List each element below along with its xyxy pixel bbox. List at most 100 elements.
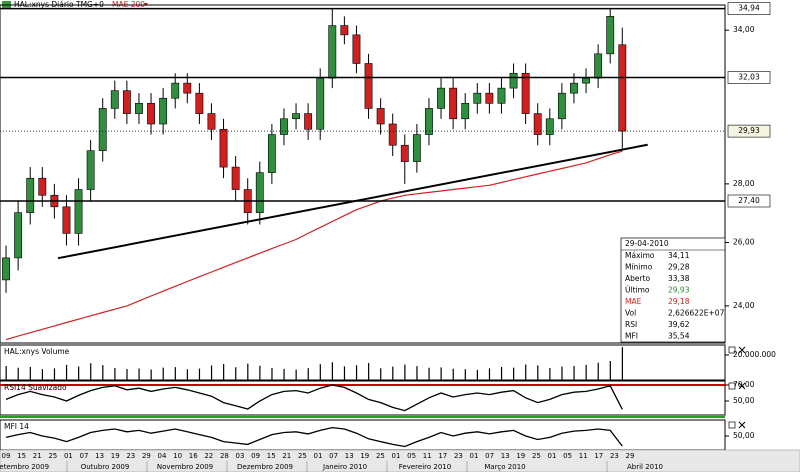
volume-bar — [283, 368, 285, 380]
panel-frame — [0, 344, 726, 381]
x-day-label: 21 — [282, 452, 291, 460]
volume-bar — [102, 365, 104, 380]
candle-body — [582, 77, 590, 84]
indicator-line — [5, 384, 623, 412]
level-label: 27,40 — [738, 196, 760, 205]
volume-bar — [392, 366, 394, 380]
x-day-label: 25 — [532, 452, 541, 460]
candle-body — [545, 118, 554, 135]
close-button[interactable] — [738, 382, 746, 390]
level-label-box — [727, 124, 771, 138]
panel-title: RSI14 Suavizado — [4, 383, 67, 392]
y-tick-label: 24,00 — [733, 301, 755, 310]
volume-bar — [5, 366, 7, 380]
maximize-button[interactable] — [728, 421, 736, 429]
candle-body — [207, 113, 216, 130]
y-tick-label: 34,00 — [733, 25, 755, 34]
candle-body — [376, 108, 385, 125]
x-month-label: Março 2010 — [484, 463, 525, 471]
x-day-label: 17 — [438, 452, 447, 460]
info-label: Vol — [625, 309, 636, 318]
x-day-label: 05 — [563, 452, 572, 460]
candle-body — [255, 172, 264, 213]
candle-body — [38, 177, 47, 196]
candle-body — [509, 72, 518, 89]
moving-average-line — [5, 150, 623, 341]
x-month-label: Dezembro 2009 — [237, 463, 293, 471]
volume-bar — [513, 367, 515, 380]
x-month-label: Setembro 2009 — [0, 463, 49, 471]
x-day-label: 16 — [189, 452, 198, 460]
volume-bar — [331, 362, 333, 380]
candle-body — [110, 90, 119, 109]
candle-body — [412, 134, 421, 162]
info-label: Aberto — [625, 274, 651, 283]
candle-body — [606, 16, 615, 55]
close-button[interactable] — [738, 421, 746, 429]
candle-body — [98, 108, 107, 151]
candle-body — [195, 92, 204, 114]
maximize-button[interactable] — [728, 382, 736, 390]
candle-body — [122, 90, 131, 114]
volume-bar — [561, 366, 563, 380]
volume-bar — [573, 365, 575, 380]
candle-body — [26, 177, 35, 213]
x-day-label: 07 — [80, 452, 89, 460]
x-month-label: Janeiro 2010 — [322, 463, 367, 471]
volume-bar — [368, 363, 370, 380]
candle-body — [449, 87, 458, 120]
x-day-label: 15 — [267, 452, 276, 460]
candle-body — [497, 87, 506, 104]
candle-body — [62, 206, 71, 234]
volume-bar — [53, 368, 56, 380]
x-axis-strip — [0, 449, 800, 472]
volume-bar — [150, 369, 152, 380]
volume-bar — [235, 367, 237, 380]
volume-bar — [210, 365, 213, 380]
volume-bar — [319, 364, 321, 380]
candle-body — [183, 82, 192, 94]
candle-body — [594, 53, 603, 79]
candle-body — [557, 92, 566, 120]
candle-body — [388, 123, 397, 146]
x-day-label: 05 — [407, 452, 416, 460]
volume-bar — [247, 363, 249, 380]
candle-body — [570, 82, 578, 94]
candle-body — [292, 113, 300, 120]
y-tick-label: 50,00 — [733, 431, 755, 440]
candle-body — [171, 82, 180, 99]
volume-bar — [138, 368, 140, 380]
volume-bar — [295, 369, 297, 380]
x-day-label: 23 — [610, 452, 619, 460]
candle-body — [2, 257, 10, 281]
info-value: 29,18 — [668, 297, 690, 306]
x-day-label: 07 — [485, 452, 494, 460]
x-month-label: Abril 2010 — [627, 463, 663, 471]
candle-body — [135, 103, 143, 114]
volume-bar — [452, 368, 454, 380]
candle-body — [364, 63, 373, 109]
info-label: MFI — [625, 332, 638, 341]
x-day-label: 23 — [126, 452, 135, 460]
info-value: 35,54 — [668, 332, 690, 341]
x-day-label: 07 — [329, 452, 338, 460]
info-label: Máximo — [625, 251, 655, 260]
close-button[interactable] — [738, 346, 746, 354]
candle-body — [74, 189, 83, 234]
x-day-label: 19 — [516, 452, 525, 460]
volume-bar — [537, 365, 539, 380]
x-day-label: 19 — [111, 452, 120, 460]
x-day-label: 15 — [17, 452, 26, 460]
candle-body — [521, 72, 530, 114]
volume-bar — [78, 366, 80, 380]
volume-bar — [440, 367, 442, 380]
volume-bar — [65, 364, 68, 380]
x-day-label: 13 — [345, 452, 354, 460]
candle-body — [219, 128, 228, 168]
maximize-button[interactable] — [728, 346, 736, 354]
x-day-label: 17 — [594, 452, 603, 460]
x-day-label: 11 — [423, 452, 432, 460]
volume-bar — [380, 368, 382, 380]
